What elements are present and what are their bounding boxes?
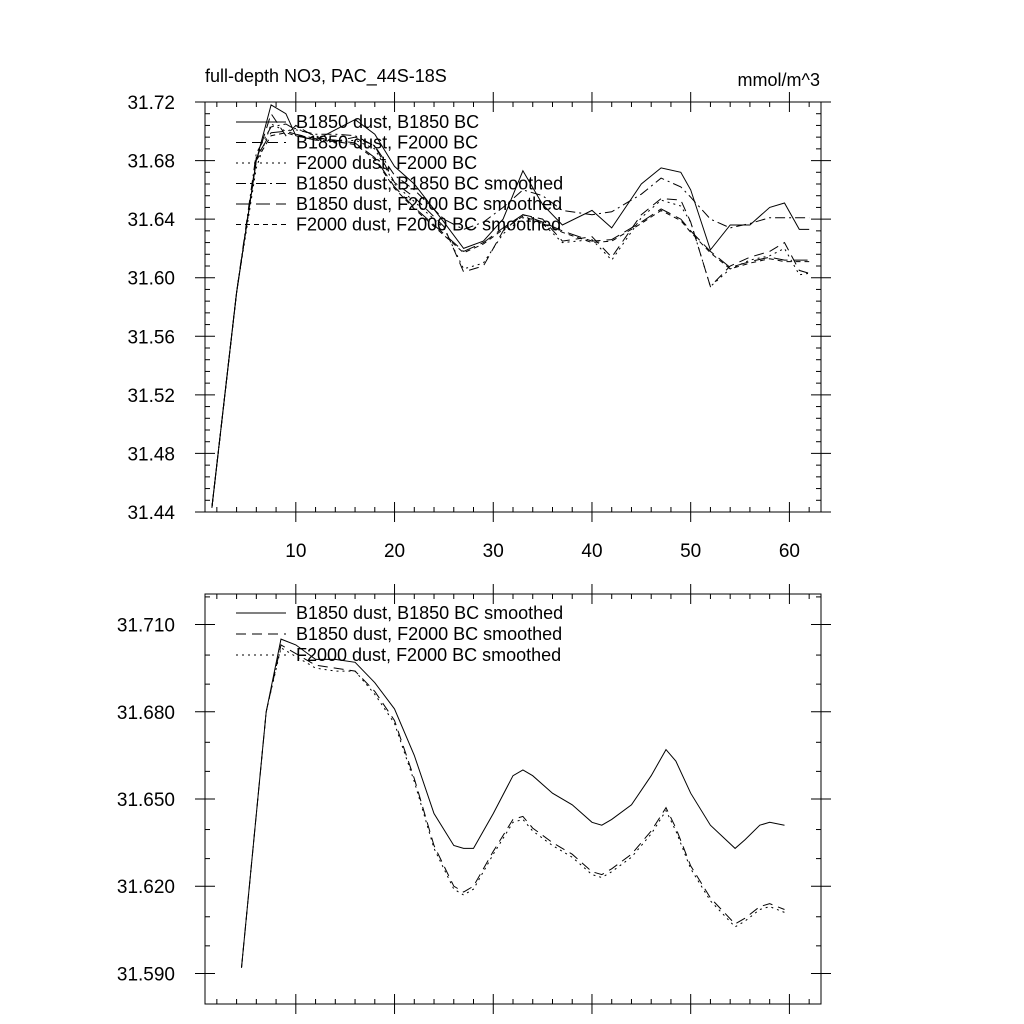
top-ticks: 10 20 30 40 50 60 31.44 31.48 31.52 31.56 31.60 31.… <box>127 92 831 562</box>
top-panel: full-depth NO3, PAC_44S-18S mmol/m^3 10 2… <box>127 66 831 562</box>
y-tick-label: 31.60 <box>127 269 175 290</box>
top-chart-title: full-depth NO3, PAC_44S-18S <box>205 66 447 87</box>
top-units-label: mmol/m^3 <box>738 70 820 90</box>
x-tick-label: 40 <box>581 541 602 562</box>
series-line-3 <box>211 123 810 508</box>
x-tick-label: 60 <box>779 541 800 562</box>
legend-label: B1850 dust, B1850 BC smoothed <box>296 603 563 623</box>
series-line-1 <box>241 638 785 968</box>
y-tick-label: 31.680 <box>117 703 175 724</box>
y-tick-label: 31.52 <box>127 386 175 407</box>
bottom-series <box>241 638 785 968</box>
y-tick-label: 31.64 <box>127 210 175 231</box>
y-tick-label: 31.48 <box>127 444 175 465</box>
y-tick-label: 31.710 <box>117 616 175 637</box>
legend-label: B1850 dust, B1850 BC <box>296 112 479 132</box>
x-tick-label: 50 <box>680 541 701 562</box>
y-tick-label: 31.590 <box>117 964 175 985</box>
series-line-3 <box>241 647 785 968</box>
x-tick-label: 20 <box>384 541 405 562</box>
legend-label: B1850 dust, F2000 BC <box>296 133 478 153</box>
legend-label: B1850 dust, F2000 BC smoothed <box>296 194 562 214</box>
legend-label: B1850 dust, F2000 BC smoothed <box>296 624 562 644</box>
bottom-panel: 31.590 31.620 31.650 31.680 31.710 B1850 dus… <box>117 584 831 1014</box>
y-tick-label: 31.44 <box>127 503 175 524</box>
legend-label: B1850 dust, B1850 BC smoothed <box>296 174 563 194</box>
series-line-5 <box>211 130 810 508</box>
y-tick-label: 31.56 <box>127 327 175 348</box>
y-tick-label: 31.650 <box>117 790 175 811</box>
x-tick-label: 10 <box>285 541 306 562</box>
series-line-6 <box>211 132 810 508</box>
legend-label: F2000 dust, F2000 BC smoothed <box>296 645 561 665</box>
y-tick-label: 31.68 <box>127 152 175 173</box>
top-series <box>211 104 810 508</box>
x-tick-label: 30 <box>483 541 504 562</box>
series-line-2 <box>241 644 785 968</box>
bottom-ticks: 31.590 31.620 31.650 31.680 31.710 <box>117 584 831 1014</box>
y-tick-label: 31.72 <box>127 93 175 114</box>
legend-label: F2000 dust, F2000 BC <box>296 153 477 173</box>
legend-label: F2000 dust, F2000 BC smoothed <box>296 215 561 235</box>
y-tick-label: 31.620 <box>117 877 175 898</box>
